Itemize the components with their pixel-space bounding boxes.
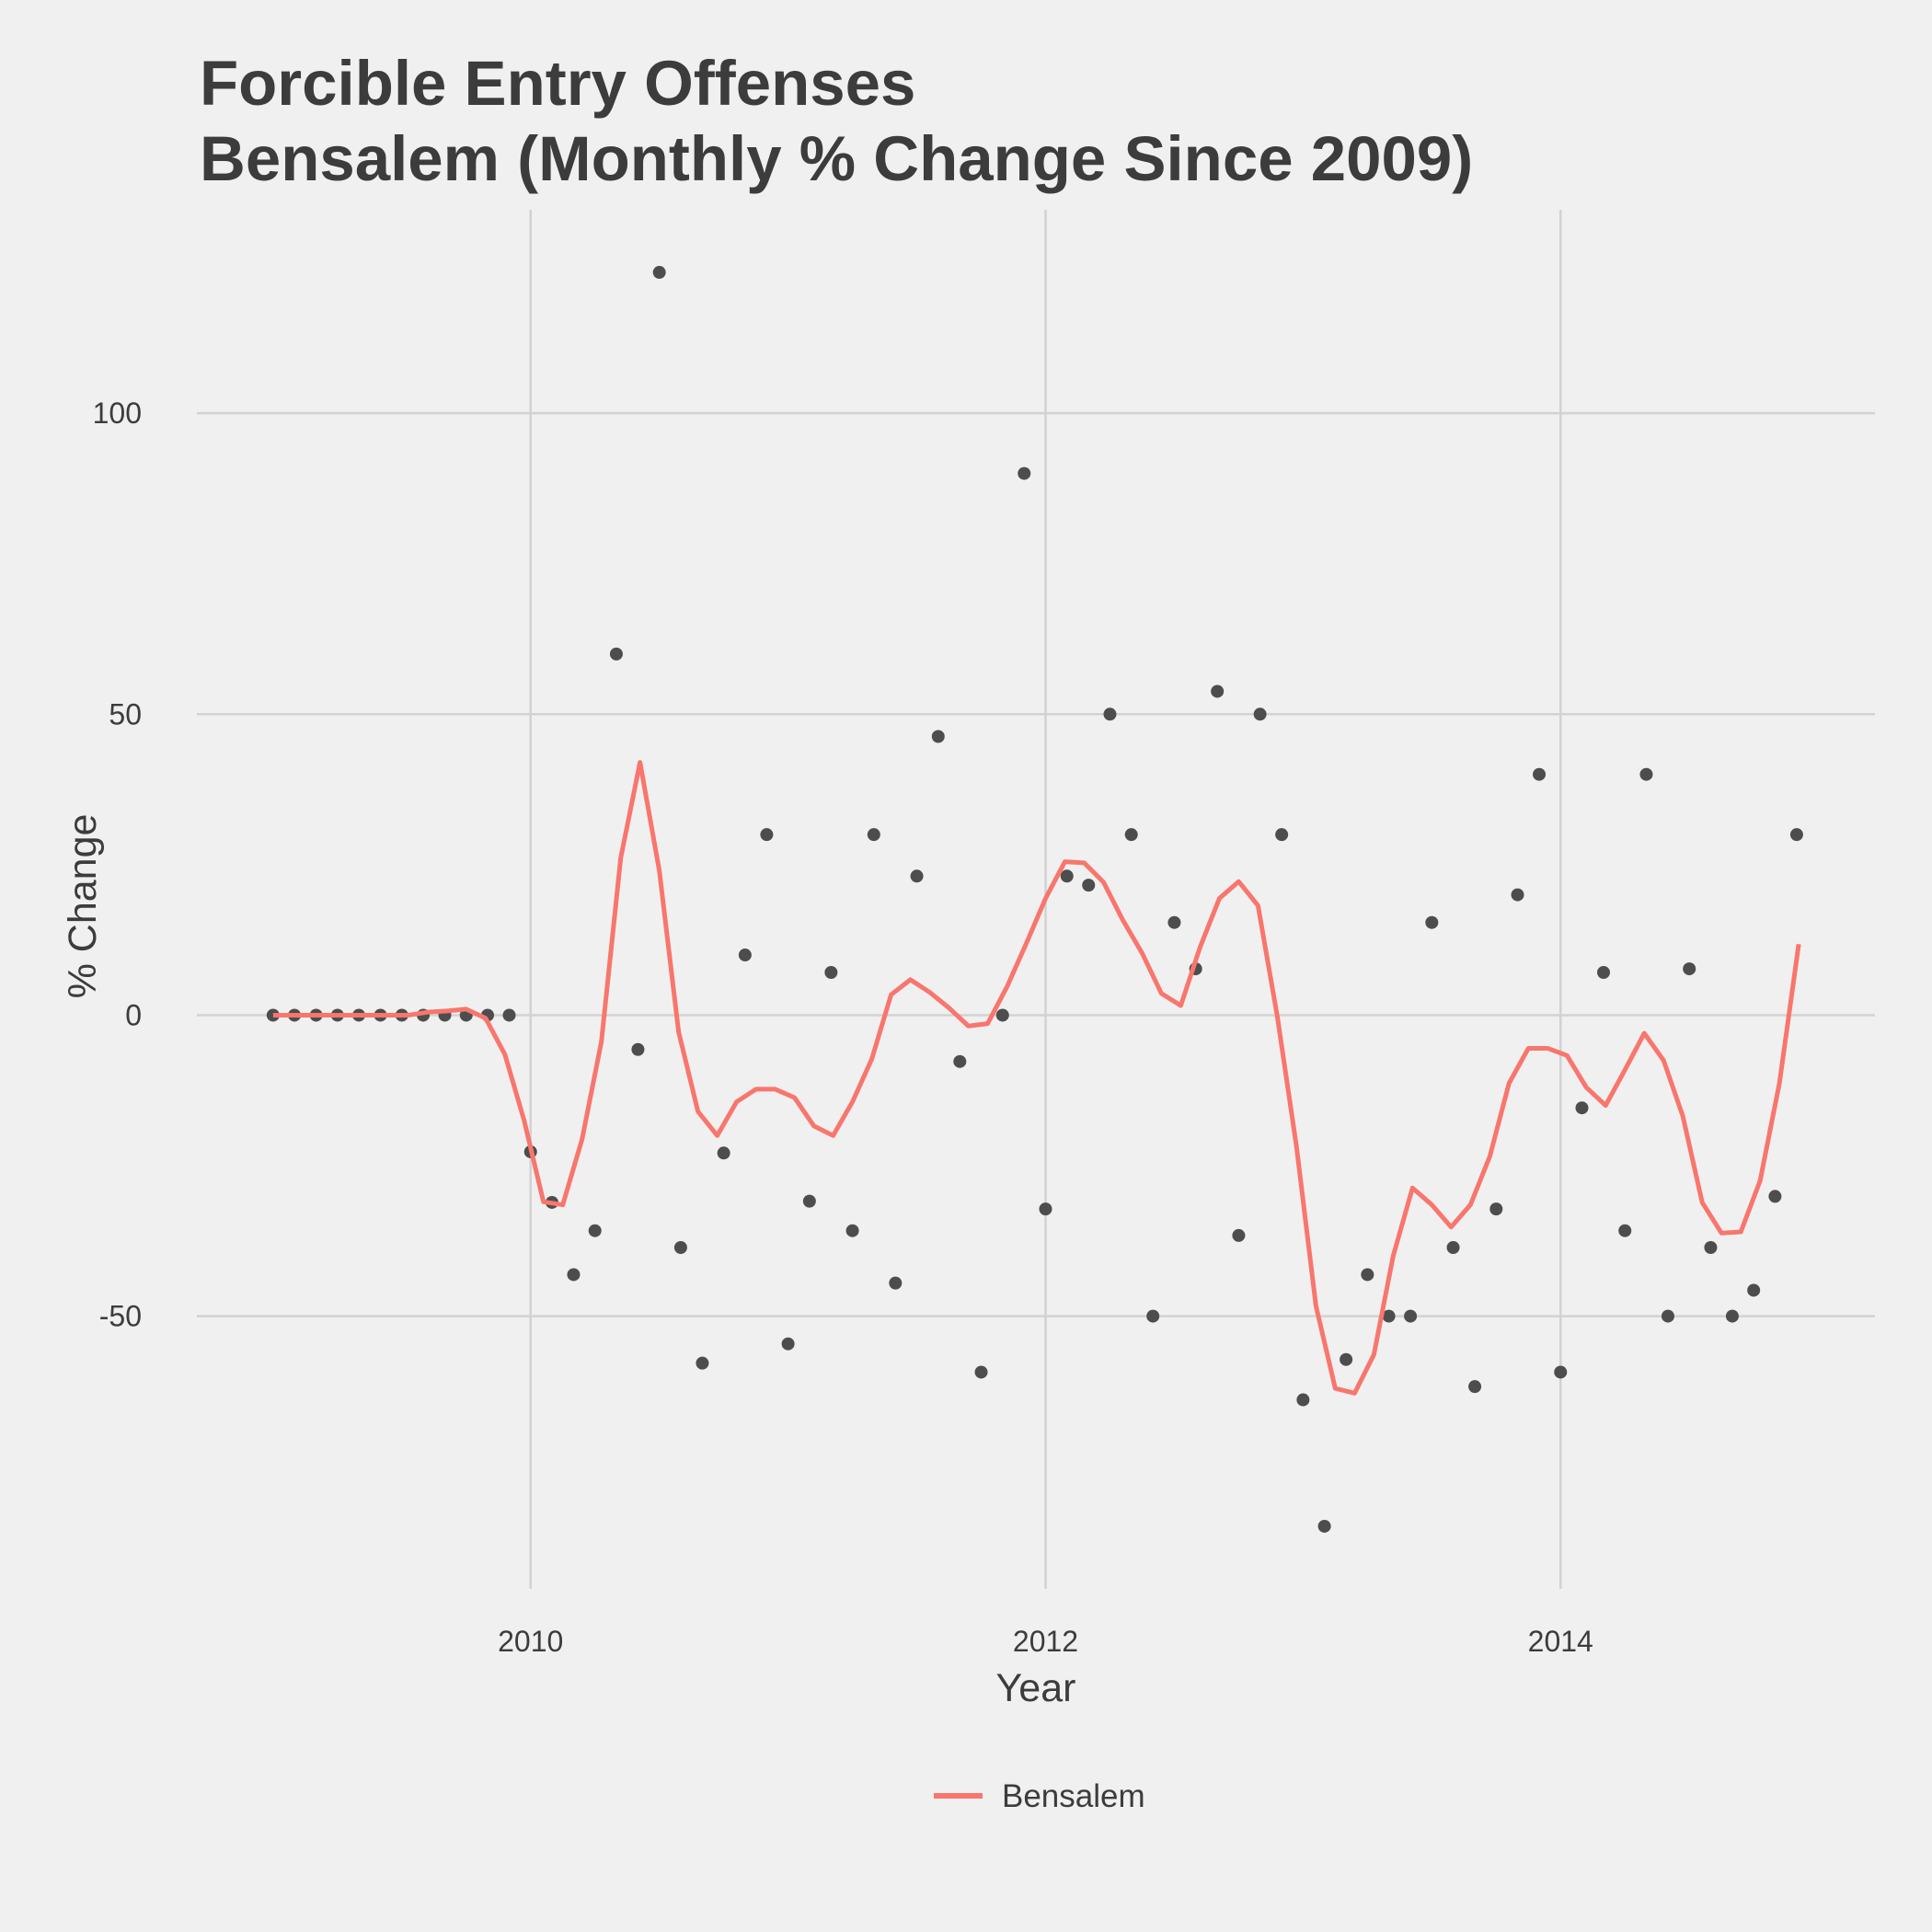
data-point [889,1276,903,1290]
data-point [1597,965,1611,979]
data-point [1340,1352,1353,1366]
data-point [760,828,774,842]
data-point [1554,1365,1568,1379]
data-point [502,1008,516,1022]
data-point [1060,869,1074,883]
chart-title: Forcible Entry Offenses [200,48,915,119]
data-point [1789,828,1803,842]
legend-label: Bensalem [1002,1778,1145,1814]
data-point [266,1008,280,1022]
data-point [1618,1224,1632,1237]
x-tick-label: 2010 [498,1625,563,1658]
data-point [1253,707,1267,721]
data-point [1232,1228,1246,1242]
data-point [1382,1309,1396,1323]
data-point [1146,1309,1160,1323]
data-point [974,1365,988,1379]
data-point [1082,879,1096,892]
data-point [738,949,752,962]
data-point [1533,767,1547,781]
y-tick-label: 50 [109,697,142,730]
y-tick-label: 0 [125,998,142,1031]
data-point [1575,1101,1589,1115]
y-axis-title: % Change [61,814,105,999]
data-point [931,730,945,743]
data-point [1317,1519,1331,1533]
data-point [1704,1241,1718,1255]
chart-title: Bensalem (Monthly % Change Since 2009) [200,123,1473,194]
data-point [567,1268,581,1282]
data-point [609,647,623,661]
data-point [652,266,666,280]
data-point [1511,888,1524,902]
x-tick-label: 2014 [1528,1625,1593,1658]
legend: Bensalem [934,1778,1145,1814]
data-point [1211,684,1225,698]
data-point [588,1224,602,1237]
data-point [1167,915,1181,929]
data-point [1124,828,1138,842]
data-point [1725,1309,1739,1323]
data-point [1768,1190,1782,1203]
data-point [1275,828,1289,842]
data-point [1296,1393,1310,1407]
trend-line [272,760,1801,1396]
data-point [1425,915,1439,929]
y-tick-label: 100 [93,397,142,430]
data-point [1103,707,1117,721]
data-point [824,965,838,979]
plot-area [266,266,1803,1533]
data-point [1361,1268,1374,1282]
data-point [910,869,924,883]
data-point [1639,767,1653,781]
data-point [1747,1283,1761,1297]
data-point [1661,1309,1674,1323]
data-point [845,1224,859,1237]
data-point [995,1008,1009,1022]
data-point [717,1146,730,1160]
data-point [1039,1202,1052,1216]
data-point [953,1054,967,1068]
data-point [1446,1241,1460,1255]
data-point [1468,1380,1482,1394]
data-point [696,1356,709,1370]
data-point [1404,1309,1418,1323]
data-point [781,1337,795,1351]
data-point [867,828,880,842]
x-axis-title: Year [996,1666,1076,1710]
data-point [673,1241,687,1255]
data-point [1683,962,1696,976]
data-point [631,1042,645,1056]
data-point [1489,1202,1503,1216]
data-point [802,1194,816,1208]
y-tick-label: -50 [99,1300,142,1333]
data-point [1018,466,1031,480]
x-tick-label: 2012 [1013,1625,1078,1658]
